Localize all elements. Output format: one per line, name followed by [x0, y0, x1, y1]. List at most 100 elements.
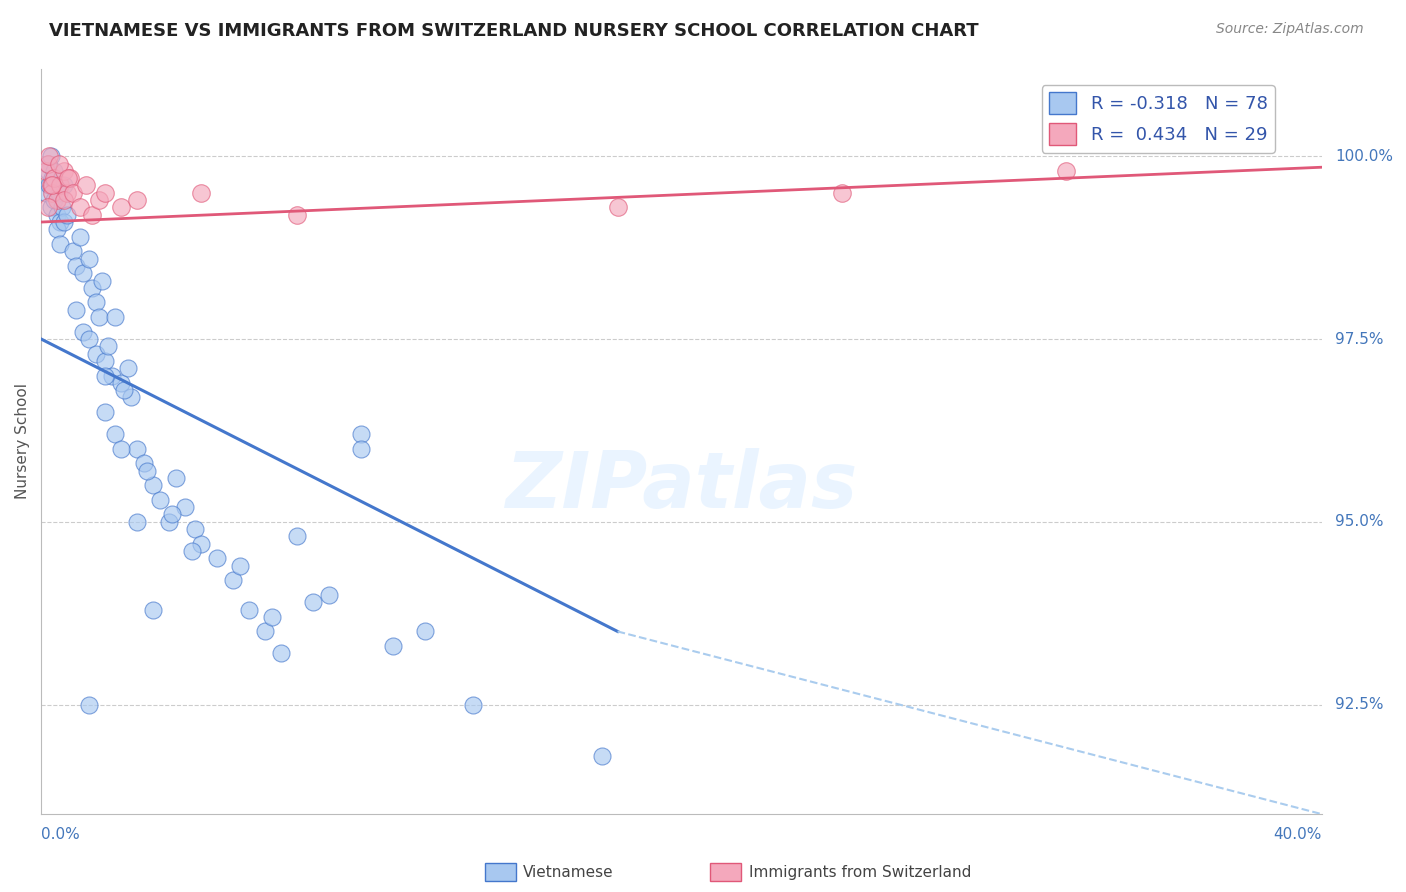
Point [165, 471, 187, 485]
Point [162, 508, 184, 522]
Point [135, 464, 157, 478]
Point [72, 325, 94, 339]
Point [184, 522, 207, 536]
Point [38, 149, 60, 163]
Point [37, 201, 59, 215]
Point [831, 186, 853, 200]
Point [157, 515, 180, 529]
Point [39, 178, 62, 193]
Point [72, 266, 94, 280]
Point [127, 193, 149, 207]
Point [285, 208, 308, 222]
Point [42, 193, 65, 207]
Point [62, 186, 84, 200]
Point [87, 193, 110, 207]
Point [174, 500, 197, 515]
Point [46, 222, 69, 236]
Point [35, 186, 58, 200]
Point [46, 193, 69, 207]
Point [69, 201, 91, 215]
Point [49, 178, 72, 193]
Point [35, 164, 58, 178]
Point [42, 171, 65, 186]
Text: ZIPatlas: ZIPatlas [506, 448, 858, 524]
Point [104, 310, 127, 324]
Point [84, 295, 107, 310]
Point [77, 332, 100, 346]
Point [94, 354, 117, 368]
Point [463, 698, 485, 712]
Point [55, 186, 77, 200]
Point [42, 164, 65, 178]
Y-axis label: Nursery School: Nursery School [15, 384, 30, 500]
Point [142, 478, 165, 492]
Point [65, 259, 87, 273]
Point [112, 383, 135, 397]
Point [285, 529, 308, 543]
Text: Vietnamese: Vietnamese [523, 865, 613, 880]
Point [1054, 164, 1077, 178]
Point [52, 215, 75, 229]
Text: 97.5%: 97.5% [1334, 332, 1384, 346]
Point [37, 156, 59, 170]
Text: 0.0%: 0.0% [41, 828, 80, 842]
Point [77, 252, 100, 266]
Point [37, 156, 59, 170]
Point [127, 515, 149, 529]
Point [254, 624, 277, 639]
Legend: R = -0.318   N = 78, R =  0.434   N = 29: R = -0.318 N = 78, R = 0.434 N = 29 [1042, 85, 1275, 153]
Point [52, 164, 75, 178]
Point [82, 281, 104, 295]
Point [41, 178, 63, 193]
Point [69, 229, 91, 244]
Point [62, 244, 84, 259]
Point [91, 273, 114, 287]
Point [59, 171, 82, 186]
Text: 95.0%: 95.0% [1334, 515, 1384, 529]
Point [190, 537, 212, 551]
Point [110, 376, 132, 390]
Text: Source: ZipAtlas.com: Source: ZipAtlas.com [1216, 22, 1364, 37]
Point [41, 186, 63, 200]
Point [382, 639, 405, 653]
Point [46, 208, 69, 222]
Point [180, 544, 202, 558]
Point [41, 171, 63, 186]
Point [142, 602, 165, 616]
Point [94, 405, 117, 419]
Point [190, 186, 212, 200]
Text: 100.0%: 100.0% [1334, 149, 1393, 164]
Point [120, 391, 142, 405]
Point [38, 178, 60, 193]
Point [52, 193, 75, 207]
Point [110, 442, 132, 456]
Point [97, 339, 120, 353]
Point [65, 302, 87, 317]
Point [39, 201, 62, 215]
Point [260, 609, 283, 624]
Point [94, 186, 117, 200]
Point [606, 201, 628, 215]
Point [110, 201, 132, 215]
Point [87, 310, 110, 324]
Text: 40.0%: 40.0% [1274, 828, 1322, 842]
Point [48, 156, 70, 170]
Point [222, 574, 245, 588]
Point [207, 551, 229, 566]
Point [52, 178, 75, 193]
Point [591, 748, 613, 763]
Point [77, 698, 100, 712]
Point [82, 208, 104, 222]
Text: Immigrants from Switzerland: Immigrants from Switzerland [749, 865, 972, 880]
Point [104, 427, 127, 442]
Point [100, 368, 122, 383]
Point [350, 442, 373, 456]
Point [318, 588, 340, 602]
Point [117, 361, 139, 376]
Point [55, 208, 77, 222]
Point [37, 164, 59, 178]
Point [49, 215, 72, 229]
Point [39, 149, 62, 163]
Point [48, 186, 70, 200]
Point [149, 492, 172, 507]
